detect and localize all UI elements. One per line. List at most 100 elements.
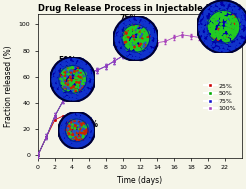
Point bbox=[115, 29, 119, 32]
Point bbox=[239, 18, 243, 21]
Point bbox=[147, 32, 151, 35]
Point bbox=[66, 131, 70, 134]
Point bbox=[121, 41, 124, 44]
Point bbox=[217, 1, 221, 4]
Point bbox=[85, 142, 89, 145]
Point bbox=[65, 75, 69, 78]
Point bbox=[129, 27, 133, 30]
Point bbox=[232, 37, 236, 40]
Point bbox=[81, 71, 85, 74]
Point bbox=[114, 36, 118, 39]
Point bbox=[134, 29, 138, 32]
Point bbox=[203, 16, 207, 19]
Point bbox=[115, 41, 119, 44]
Point bbox=[66, 87, 70, 90]
Point bbox=[222, 49, 226, 52]
Point bbox=[150, 34, 154, 37]
Point bbox=[130, 38, 134, 41]
Point bbox=[131, 51, 135, 54]
Point bbox=[236, 26, 240, 29]
Point bbox=[217, 4, 221, 7]
Point bbox=[136, 39, 140, 42]
Point bbox=[58, 131, 62, 134]
Point bbox=[84, 88, 88, 91]
Point bbox=[234, 17, 238, 20]
Point bbox=[79, 81, 83, 84]
Point bbox=[206, 25, 210, 28]
Point bbox=[80, 141, 84, 144]
Point bbox=[235, 45, 239, 48]
Point bbox=[62, 120, 66, 123]
Point bbox=[61, 59, 65, 62]
Point bbox=[205, 9, 209, 12]
Point bbox=[231, 33, 235, 36]
100% bbox=[181, 34, 184, 36]
Point bbox=[142, 38, 146, 41]
Point bbox=[83, 87, 87, 90]
Point bbox=[235, 4, 239, 7]
Point bbox=[77, 130, 81, 133]
Point bbox=[63, 127, 67, 130]
Point bbox=[66, 83, 70, 86]
Point bbox=[56, 78, 60, 81]
Point bbox=[211, 19, 215, 22]
Point bbox=[63, 77, 67, 80]
Point bbox=[239, 39, 243, 42]
Point bbox=[80, 132, 84, 135]
Point bbox=[198, 28, 202, 31]
Point bbox=[59, 80, 63, 83]
Point bbox=[225, 45, 229, 48]
Point bbox=[67, 122, 71, 125]
Point bbox=[83, 126, 87, 129]
Point bbox=[225, 21, 229, 24]
Point bbox=[75, 77, 79, 80]
Point bbox=[73, 143, 77, 146]
Point bbox=[200, 24, 204, 27]
Point bbox=[245, 27, 246, 30]
Point bbox=[115, 27, 119, 30]
Point bbox=[211, 32, 215, 35]
Point bbox=[69, 145, 73, 148]
Point bbox=[91, 128, 95, 131]
Point bbox=[80, 131, 84, 134]
Point bbox=[53, 87, 57, 90]
Point bbox=[141, 47, 145, 50]
Point bbox=[148, 47, 152, 50]
Point bbox=[81, 61, 85, 64]
Point bbox=[122, 39, 126, 42]
Point bbox=[64, 140, 68, 143]
Point bbox=[149, 24, 153, 27]
Point bbox=[154, 39, 158, 42]
Point bbox=[229, 30, 233, 33]
Point bbox=[138, 36, 142, 39]
Point bbox=[231, 38, 234, 41]
Point bbox=[69, 128, 73, 131]
Point bbox=[66, 126, 70, 129]
Point bbox=[235, 4, 239, 7]
Point bbox=[77, 80, 80, 83]
Point bbox=[49, 81, 53, 84]
Point bbox=[78, 93, 82, 96]
Point bbox=[71, 100, 75, 103]
Point bbox=[61, 69, 64, 72]
Point bbox=[53, 84, 57, 87]
Point bbox=[233, 36, 237, 39]
Point bbox=[121, 47, 125, 50]
Point bbox=[70, 146, 74, 149]
Point bbox=[62, 98, 66, 101]
Point bbox=[85, 118, 89, 121]
Point bbox=[132, 20, 136, 23]
Point bbox=[140, 38, 144, 41]
Point bbox=[74, 88, 77, 91]
Point bbox=[233, 21, 237, 24]
Point bbox=[236, 36, 240, 39]
Point bbox=[77, 71, 80, 74]
Point bbox=[136, 20, 140, 23]
Point bbox=[227, 40, 231, 43]
Point bbox=[141, 17, 145, 20]
Point bbox=[230, 4, 234, 7]
Point bbox=[232, 3, 236, 6]
Point bbox=[58, 131, 62, 134]
Point bbox=[138, 36, 142, 39]
Point bbox=[81, 124, 85, 127]
